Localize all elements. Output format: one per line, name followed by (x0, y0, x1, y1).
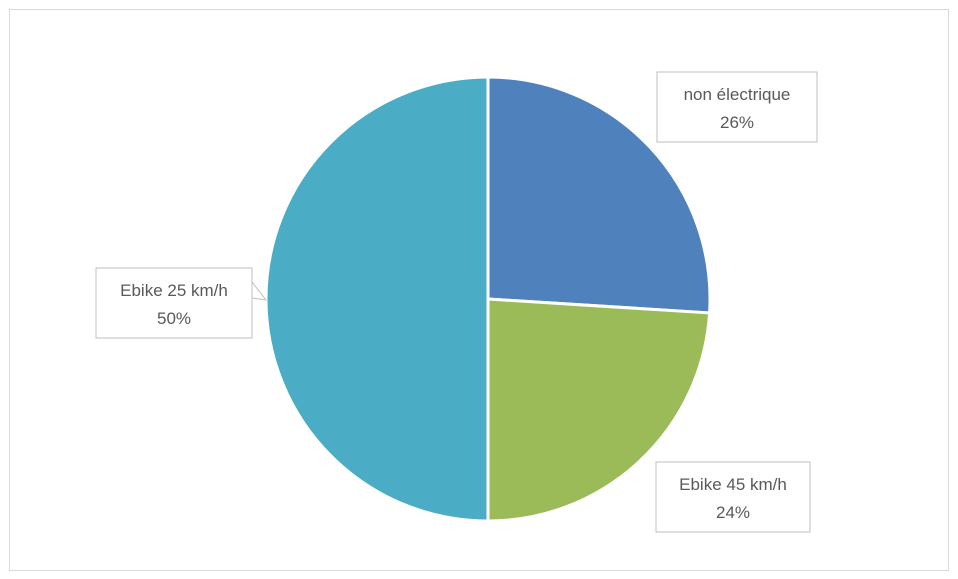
callout-ebike-45: Ebike 45 km/h 24% (655, 461, 811, 533)
callout-leader-ebike-25 (251, 280, 268, 301)
data-label-percent-ebike-45: 24% (716, 503, 750, 522)
data-label-name-ebike-25: Ebike 25 km/h (120, 281, 228, 300)
data-label-name-ebike-45: Ebike 45 km/h (679, 475, 787, 494)
data-label-percent-ebike-25: 50% (157, 309, 191, 328)
callout-non-electrique: non électrique 26% (656, 71, 818, 143)
pie-slices (264, 75, 712, 523)
data-label-percent-non-electrique: 26% (720, 113, 754, 132)
data-label-callouts: non électrique 26% Ebike 45 km/h 24% Ebi… (95, 71, 818, 533)
pie-slice-ebike-25-km-h (264, 75, 490, 523)
callout-box-non-electrique (656, 71, 818, 143)
callout-box-ebike-45 (655, 461, 811, 533)
data-label-name-non-electrique: non électrique (684, 85, 791, 104)
callout-ebike-25: Ebike 25 km/h 50% (95, 267, 268, 339)
pie-slice-ebike-45-km-h (486, 297, 712, 523)
pie-slice-non-lectrique (486, 75, 712, 315)
callout-box-ebike-25 (95, 267, 253, 339)
